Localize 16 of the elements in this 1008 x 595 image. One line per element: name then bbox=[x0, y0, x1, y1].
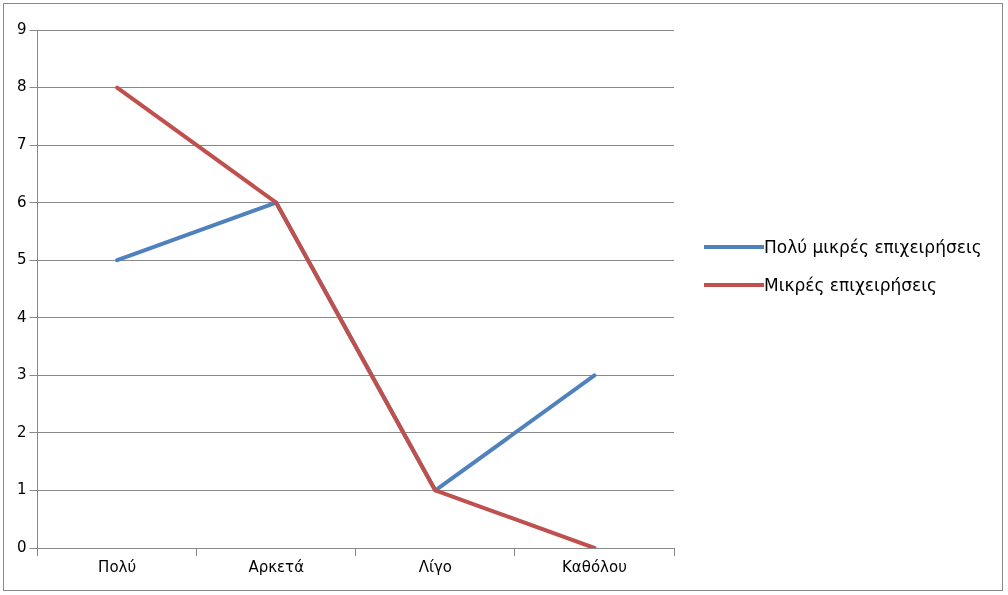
y-tick-label: 2 bbox=[17, 422, 27, 441]
y-tick-label: 1 bbox=[17, 480, 27, 499]
x-tick-label: Πολύ bbox=[98, 557, 137, 576]
legend-label: Πολύ μικρές επιχειρήσεις bbox=[764, 236, 982, 259]
y-tick-label: 6 bbox=[17, 192, 27, 211]
x-tick-label: Καθόλου bbox=[562, 557, 627, 576]
legend-label: Μικρές επιχειρήσεις bbox=[764, 274, 937, 297]
y-tick-label: 5 bbox=[17, 250, 27, 269]
y-tick-label: 7 bbox=[17, 135, 27, 153]
y-tick-label: 8 bbox=[17, 77, 27, 96]
y-tick-label: 4 bbox=[17, 307, 27, 326]
x-tick-label: Αρκετά bbox=[248, 557, 305, 576]
y-tick-label: 0 bbox=[17, 537, 27, 556]
x-tick-label: Λίγο bbox=[418, 557, 453, 576]
y-tick-label: 3 bbox=[17, 365, 27, 384]
y-tick-label: 9 bbox=[17, 19, 27, 38]
